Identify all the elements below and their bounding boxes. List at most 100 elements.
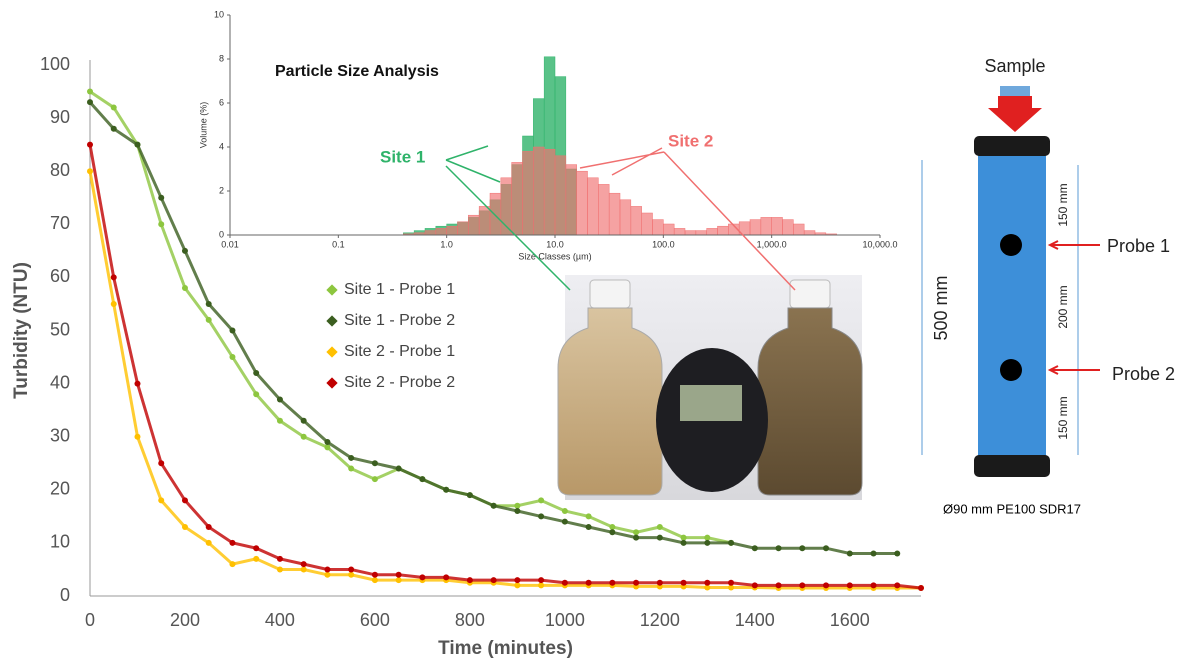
histogram-bar — [489, 192, 502, 236]
data-point — [443, 486, 450, 493]
callout-arrow — [579, 147, 796, 291]
legend-label: Site 2 - Probe 1 — [344, 343, 455, 360]
data-point — [846, 550, 853, 557]
y-tick-label: 60 — [50, 266, 70, 286]
data-point — [751, 545, 758, 552]
probe-label: Probe 2 — [1112, 364, 1175, 384]
legend-marker — [326, 284, 338, 296]
data-point — [181, 247, 188, 254]
data-point — [87, 88, 93, 95]
data-point — [728, 539, 735, 546]
data-point — [490, 577, 497, 584]
data-point — [680, 579, 687, 586]
y-tick-label: 20 — [50, 479, 70, 499]
segment-label: 150 mm — [1056, 396, 1070, 439]
data-point — [728, 584, 735, 591]
data-point — [371, 571, 378, 578]
y-tick-label: 0 — [219, 229, 224, 239]
histogram-bar — [793, 223, 805, 236]
data-point — [395, 571, 402, 578]
x-tick-label: 800 — [455, 610, 485, 630]
data-point — [799, 545, 806, 552]
data-point — [514, 577, 521, 584]
data-point — [846, 582, 853, 589]
x-tick-label: 0.1 — [332, 239, 345, 249]
data-point — [158, 460, 165, 467]
histogram-bar — [587, 177, 599, 236]
histogram-bar — [598, 184, 610, 236]
data-point — [300, 566, 307, 573]
data-point — [656, 523, 663, 530]
data-point — [704, 539, 711, 546]
data-point — [514, 582, 521, 589]
data-point — [253, 545, 260, 552]
data-point — [395, 465, 402, 472]
bottle — [757, 307, 863, 496]
histogram-bar — [717, 225, 729, 236]
data-point — [894, 550, 901, 557]
sample-inlet — [1000, 86, 1030, 96]
data-point — [253, 369, 260, 376]
data-point — [134, 141, 141, 148]
data-point — [538, 497, 545, 504]
column-base — [974, 455, 1050, 477]
probe-port — [1000, 234, 1022, 256]
legend-marker — [326, 377, 338, 389]
x-tick-label: 400 — [265, 610, 295, 630]
data-point — [205, 539, 212, 546]
data-point — [300, 561, 307, 568]
column-diagram: Sample 500 mm 150 mm 200 mm 150 mm Probe… — [921, 56, 1175, 516]
x-tick-label: 10.0 — [546, 239, 564, 249]
data-point — [443, 574, 450, 581]
data-point — [134, 433, 141, 440]
data-point — [276, 555, 283, 562]
legend-marker — [326, 315, 338, 327]
histogram-bar — [478, 206, 491, 236]
stopwatch-display — [680, 385, 742, 421]
y-tick-label: 50 — [50, 319, 70, 339]
data-point — [371, 577, 378, 584]
data-point — [704, 584, 711, 591]
x-axis-title: Time (minutes) — [438, 638, 573, 659]
histogram-bar — [511, 162, 523, 236]
data-point — [87, 168, 93, 175]
histogram-bar — [533, 146, 545, 236]
data-point — [87, 141, 93, 148]
segment-label: 200 mm — [1056, 285, 1070, 328]
data-point — [538, 582, 545, 589]
histogram-bar — [468, 214, 480, 236]
histogram-bar — [554, 155, 567, 236]
histogram-bar — [695, 230, 707, 236]
data-point — [134, 380, 141, 387]
particle-size-chart: 0 2 4 6 8 10 0.01 0.1 1.0 10.0 100.0 1,000.0 10,000.… — [198, 9, 898, 291]
y-tick-label: 10 — [50, 532, 70, 552]
histogram-bar — [435, 228, 447, 236]
data-point — [229, 539, 236, 546]
data-point — [276, 396, 283, 403]
data-point — [229, 561, 236, 568]
data-point — [395, 577, 402, 584]
data-point — [253, 391, 260, 398]
x-tick-label: 1400 — [735, 610, 775, 630]
data-point — [324, 566, 331, 573]
data-point — [158, 194, 165, 201]
y-tick-label: 70 — [50, 213, 70, 233]
x-tick-label: 1200 — [640, 610, 680, 630]
x-tick-label: 200 — [170, 610, 200, 630]
x-axis-title: Size Classes (µm) — [518, 251, 591, 261]
data-point — [823, 545, 830, 552]
data-point — [300, 433, 307, 440]
data-point — [205, 300, 212, 307]
sample-arrow — [988, 96, 1042, 132]
x-tick-label: 0.01 — [221, 239, 239, 249]
x-tick-label: 1600 — [830, 610, 870, 630]
legend-label: Site 2 - Probe 2 — [344, 374, 455, 391]
data-point — [609, 523, 616, 530]
data-point — [419, 476, 426, 483]
data-point — [324, 571, 331, 578]
data-point — [419, 574, 426, 581]
y-tick-label: 6 — [219, 97, 224, 107]
data-point — [371, 476, 378, 483]
data-point — [466, 577, 473, 584]
